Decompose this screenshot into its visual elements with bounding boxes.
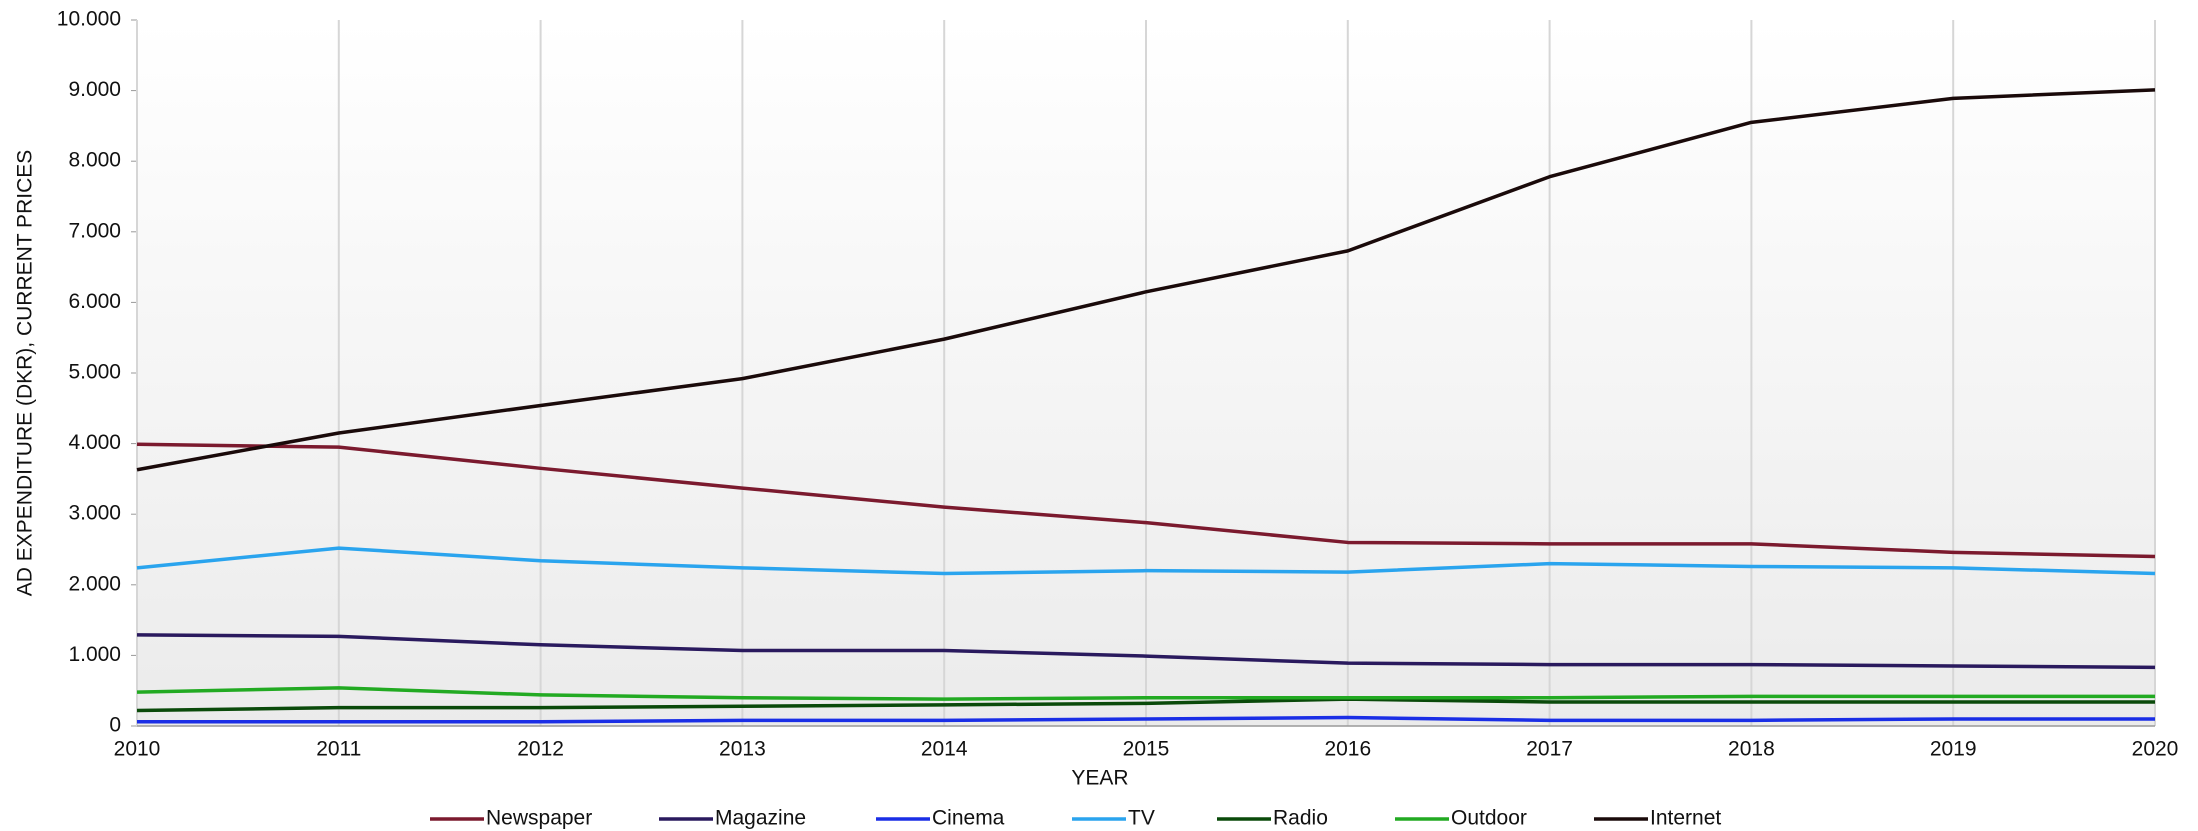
legend-label: Newspaper (486, 807, 592, 830)
legend-label: Outdoor (1451, 807, 1527, 830)
x-tick-label: 2017 (1526, 738, 1573, 761)
y-tick-label: 5.000 (68, 361, 121, 384)
y-tick-label: 9.000 (68, 78, 121, 101)
y-tick-label: 6.000 (68, 290, 121, 313)
series-line (136, 697, 2155, 713)
y-tick-label: 0 (109, 714, 121, 737)
series-line (136, 442, 2156, 559)
x-tick-label: 2016 (1324, 738, 1371, 761)
x-axis-label: YEAR (1071, 767, 1128, 790)
x-tick-label: 2019 (1930, 738, 1977, 761)
x-tick-label: 2011 (316, 738, 361, 761)
x-tick-label: 2010 (114, 738, 161, 761)
series-line (136, 88, 2156, 472)
y-tick-label: 3.000 (68, 502, 121, 525)
series-line (136, 633, 2156, 670)
legend-label: Radio (1273, 807, 1328, 830)
x-tick-label: 2013 (719, 738, 766, 761)
x-tick-label: 2018 (1728, 738, 1775, 761)
x-tick-label: 2020 (2132, 738, 2179, 761)
y-tick-label: 4.000 (68, 431, 121, 454)
series-line (137, 715, 2155, 724)
x-tick-label: 2015 (1123, 738, 1170, 761)
x-tick-label: 2012 (517, 738, 564, 761)
y-tick-label: 10.000 (57, 8, 121, 31)
series-line (136, 546, 2156, 576)
y-axis-label: AD EXPENDITURE (DKR), CURRENT PRICES (14, 150, 37, 597)
legend-label: TV (1128, 807, 1155, 830)
legend-label: Magazine (715, 807, 806, 830)
y-tick-label: 7.000 (68, 219, 121, 242)
legend-label: Cinema (932, 807, 1005, 830)
legend-label: Internet (1650, 807, 1721, 830)
x-tick-label: 2014 (921, 738, 968, 761)
y-tick-label: 8.000 (68, 149, 121, 172)
y-tick-label: 2.000 (68, 572, 121, 595)
series-line (136, 686, 2155, 701)
y-tick-label: 1.000 (68, 643, 121, 666)
